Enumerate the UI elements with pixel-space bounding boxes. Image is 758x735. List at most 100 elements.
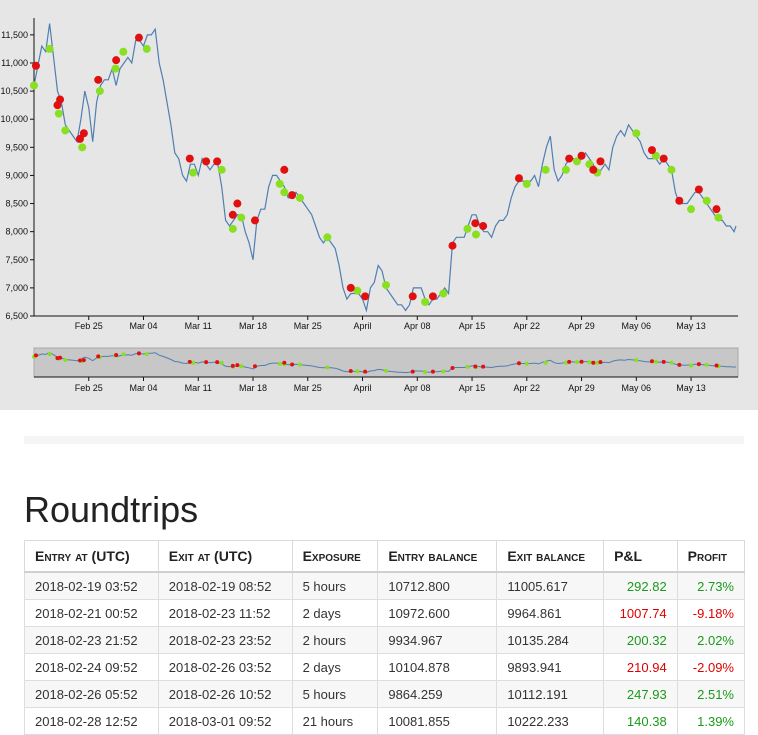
- navigator-x-tick-label: Mar 11: [185, 383, 212, 393]
- sell-marker: [687, 205, 696, 214]
- navigator-sell-marker: [524, 361, 529, 366]
- x-tick-label: May 13: [676, 321, 706, 331]
- buy-marker: [233, 199, 242, 208]
- buy-marker: [596, 157, 605, 166]
- buy-marker: [213, 157, 222, 166]
- y-tick-label: 8,000: [5, 227, 28, 237]
- navigator-buy-marker: [290, 362, 295, 367]
- navigator-sell-marker: [121, 352, 126, 357]
- buy-marker: [185, 154, 194, 163]
- sell-marker: [111, 64, 120, 73]
- table-row: 2018-02-24 09:52 2018-02-26 03:52 2 days 10…: [24, 653, 746, 681]
- sell-marker: [585, 160, 594, 169]
- y-tick-label: 10,000: [0, 114, 28, 124]
- x-tick-label: April: [354, 321, 372, 331]
- navigator-buy-marker: [567, 359, 572, 364]
- cell-entry-at: 2018-02-28 12:52: [24, 707, 159, 735]
- navigator-buy-marker: [591, 360, 596, 365]
- navigator-buy-marker: [516, 361, 521, 366]
- navigator-buy-marker: [450, 366, 455, 371]
- navigator-x-tick-label: Mar 25: [294, 383, 322, 393]
- table-row: 2018-02-21 00:52 2018-02-23 11:52 2 days 10…: [24, 599, 746, 627]
- x-tick-label: Mar 18: [239, 321, 267, 331]
- buy-marker: [250, 216, 259, 225]
- roundtrips-table-body: 2018-02-19 03:52 2018-02-19 08:52 5 hours 1…: [24, 571, 746, 735]
- buy-marker: [408, 292, 417, 301]
- sell-marker: [421, 297, 430, 306]
- cell-exposure: 5 hours: [291, 680, 379, 708]
- table-row: 2018-02-19 03:52 2018-02-19 08:52 5 hours 1…: [24, 571, 746, 600]
- buy-marker: [79, 129, 88, 138]
- navigator-x-tick-label: Feb 25: [75, 383, 103, 393]
- cell-entry-balance: 9934.967: [377, 626, 498, 654]
- sell-marker: [237, 213, 246, 222]
- column-header-entry-balance: Entry balance: [377, 540, 498, 573]
- cell-pnl: 292.82: [603, 571, 678, 600]
- cell-profit: -9.18%: [676, 599, 746, 627]
- x-tick-label: Feb 25: [75, 321, 103, 331]
- navigator-sell-marker: [689, 363, 694, 368]
- navigator-sell-marker: [144, 352, 149, 357]
- y-tick-label: 7,000: [5, 283, 28, 293]
- navigator-buy-marker: [77, 358, 82, 363]
- sell-marker: [471, 230, 480, 239]
- sell-marker: [280, 188, 289, 197]
- cell-entry-at: 2018-02-23 21:52: [24, 626, 159, 654]
- navigator-x-tick-label: Apr 22: [514, 383, 541, 393]
- cell-pnl: 247.93: [603, 680, 678, 708]
- table-row: 2018-02-26 05:52 2018-02-26 10:52 5 hours 9…: [24, 680, 746, 708]
- navigator-buy-marker: [187, 359, 192, 364]
- navigator-sell-marker: [634, 358, 639, 363]
- cell-exposure: 2 hours: [291, 626, 379, 654]
- cell-exit-at: 2018-02-23 23:52: [157, 626, 293, 654]
- cell-entry-balance: 9864.259: [377, 680, 498, 708]
- x-tick-label: Mar 04: [130, 321, 158, 331]
- cell-exposure: 2 days: [291, 653, 379, 681]
- buy-marker: [647, 146, 656, 155]
- sell-marker: [78, 143, 87, 152]
- section-divider: [24, 436, 744, 444]
- navigator-sell-marker: [423, 370, 428, 375]
- buy-marker: [288, 191, 297, 200]
- buy-marker: [361, 292, 370, 301]
- navigator-x-tick-label: May 06: [622, 383, 652, 393]
- sell-marker: [541, 165, 550, 174]
- x-tick-label: Apr 15: [459, 321, 486, 331]
- buy-marker: [56, 95, 65, 104]
- sell-marker: [95, 87, 104, 96]
- cell-exit-at: 2018-02-26 03:52: [157, 653, 293, 681]
- navigator-sell-marker: [325, 365, 330, 370]
- navigator-x-tick-label: April: [354, 383, 372, 393]
- sell-marker: [667, 165, 676, 174]
- cell-pnl: 140.38: [603, 707, 678, 735]
- cell-entry-balance: 10972.600: [377, 599, 498, 627]
- x-tick-label: May 06: [622, 321, 652, 331]
- cell-exit-balance: 10112.191: [496, 680, 605, 708]
- cell-entry-at: 2018-02-26 05:52: [24, 680, 159, 708]
- sell-marker: [522, 179, 531, 188]
- buy-marker: [75, 134, 84, 143]
- navigator-buy-marker: [33, 353, 38, 358]
- x-tick-label: Apr 08: [404, 321, 431, 331]
- sell-marker: [119, 47, 128, 56]
- navigator-sell-marker: [191, 360, 196, 365]
- column-header-exit-balance: Exit balance: [496, 540, 605, 573]
- cell-entry-at: 2018-02-19 03:52: [24, 571, 159, 600]
- sell-marker: [353, 286, 362, 295]
- navigator-buy-marker: [598, 360, 603, 365]
- table-header-row: Entry at (UTC) Exit at (UTC) Exposure En…: [24, 540, 746, 573]
- cell-profit: 2.73%: [676, 571, 746, 600]
- navigator-sell-marker: [384, 368, 388, 373]
- column-header-pnl: P&L: [603, 540, 678, 573]
- sell-marker: [228, 224, 237, 233]
- roundtrips-table: Entry at (UTC) Exit at (UTC) Exposure En…: [24, 540, 746, 735]
- y-tick-label: 8,500: [5, 199, 28, 209]
- cell-entry-balance: 10104.878: [377, 653, 498, 681]
- cell-exit-balance: 9964.861: [496, 599, 605, 627]
- navigator-sell-marker: [669, 360, 674, 365]
- price-chart[interactable]: 6,500 7,000 7,500 8,000 8,500 9,000 9,500 10,00…: [0, 0, 758, 410]
- y-tick-label: 7,500: [5, 255, 28, 265]
- sell-marker: [714, 213, 723, 222]
- x-tick-label: Mar 11: [185, 321, 212, 331]
- sell-marker: [382, 281, 390, 290]
